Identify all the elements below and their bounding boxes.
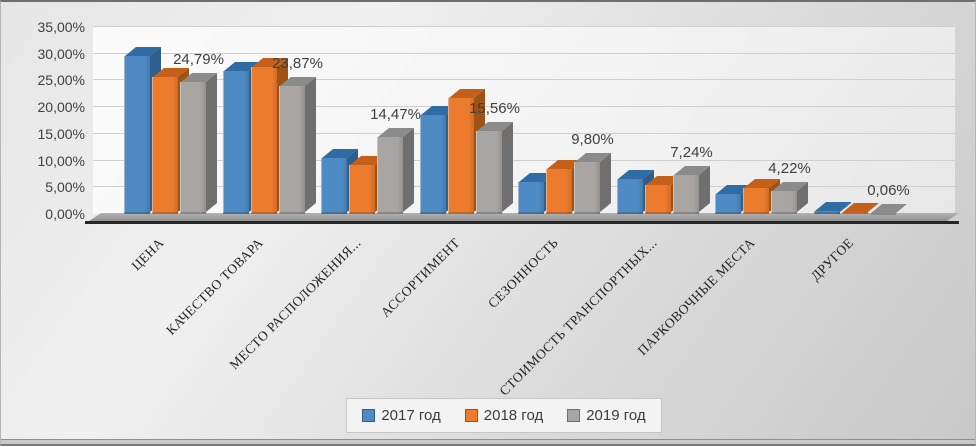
bar-side-face <box>403 127 414 212</box>
y-axis-tick-label: 25,00% <box>37 72 85 89</box>
bar-2019-год-3 <box>476 121 513 214</box>
y-axis-tick-label: 15,00% <box>37 125 85 142</box>
bar-2018-год-3 <box>448 89 485 214</box>
bar-2017-год-0 <box>124 46 161 214</box>
legend-swatch-icon <box>464 409 478 422</box>
gridline <box>93 132 955 134</box>
legend: 2017 год 2018 год 2019 год <box>346 398 662 433</box>
data-label-1: 23,87% <box>272 55 323 73</box>
bar-2019-год-7 <box>870 203 907 215</box>
bar-2019-год-0 <box>180 72 217 214</box>
category-label-4: СЕЗОННОСТЬ <box>484 235 561 311</box>
y-axis-tick-label: 5,00% <box>45 179 85 196</box>
bar-2017-год-1 <box>223 62 260 214</box>
data-label-7: 0,06% <box>867 181 910 199</box>
y-axis-tick-label: 0,00% <box>45 206 85 222</box>
category-label-5: СТОИМОСТЬ ТРАНСПОРТНЫХ... <box>496 235 660 399</box>
bar-2017-год-5 <box>617 169 654 214</box>
bar-2018-год-0 <box>152 68 189 214</box>
legend-label: 2019 год <box>586 407 646 424</box>
bar-2018-год-5 <box>645 175 682 214</box>
data-label-2: 14,47% <box>370 105 421 123</box>
data-label-6: 4,22% <box>768 160 811 178</box>
bar-side-face <box>600 152 611 212</box>
bar-2017-год-2 <box>321 148 358 214</box>
bar-2018-год-1 <box>251 57 288 214</box>
data-label-0: 24,79% <box>173 50 224 68</box>
legend-swatch-icon <box>567 409 581 422</box>
bar-2018-год-4 <box>546 160 583 214</box>
bar-2017-год-6 <box>715 185 752 214</box>
legend-item-2018-год: 2018 год <box>464 407 544 424</box>
y-axis-tick-label: 20,00% <box>37 99 85 116</box>
bar-2018-год-7 <box>842 203 879 215</box>
legend-swatch-icon <box>362 409 376 422</box>
legend-item-2019-год: 2019 год <box>567 407 646 424</box>
plot-floor-3d <box>89 213 959 221</box>
bar-side-face <box>206 72 217 212</box>
bar-2017-год-4 <box>518 172 555 214</box>
gridline <box>93 159 955 161</box>
bar-2019-год-1 <box>279 77 316 214</box>
legend-label: 2017 год <box>381 407 441 424</box>
bar-side-face <box>305 77 316 212</box>
bar-2018-год-2 <box>349 155 386 214</box>
category-label-7: ДРУГОЕ <box>807 235 857 284</box>
legend-item-2017-год: 2017 год <box>362 407 441 424</box>
data-label-3: 15,56% <box>469 99 520 117</box>
x-axis-line <box>85 221 959 224</box>
legend-label: 2018 год <box>483 407 544 424</box>
bar-2017-год-3 <box>420 106 457 214</box>
category-label-1: КАЧЕСТВО ТОВАРА <box>162 235 266 338</box>
bar-side-face <box>502 121 513 212</box>
y-axis-tick-label: 10,00% <box>37 152 85 169</box>
gridline <box>93 79 955 81</box>
bar-2017-год-7 <box>814 202 851 214</box>
category-label-0: ЦЕНА <box>128 235 167 274</box>
gridline <box>93 52 955 54</box>
bar-2018-год-6 <box>743 179 780 214</box>
gridline <box>93 106 955 108</box>
bottom-border-band <box>1 439 975 444</box>
gridline <box>93 26 955 27</box>
y-axis-tick-label: 35,00% <box>37 19 85 35</box>
bar-2019-год-5 <box>673 166 710 214</box>
bar-2019-год-2 <box>377 127 414 214</box>
data-label-5: 7,24% <box>670 144 713 162</box>
y-axis-tick-label: 30,00% <box>37 45 85 62</box>
bar-2019-год-6 <box>771 182 808 214</box>
category-label-3: АССОРТИМЕНТ <box>377 235 463 320</box>
data-label-4: 9,80% <box>571 130 614 148</box>
bar-2019-год-4 <box>574 152 611 214</box>
